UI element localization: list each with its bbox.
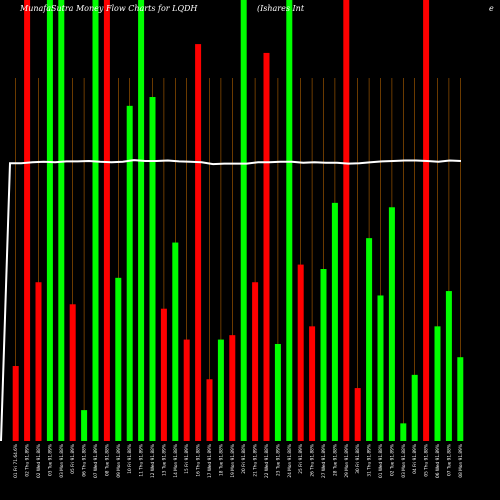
bar-37 — [423, 0, 430, 441]
bar-7 — [81, 410, 88, 441]
x-tick-label: 27 Wed 91.89% — [321, 444, 327, 478]
bar-9 — [103, 0, 110, 441]
bar-2 — [24, 0, 31, 441]
x-tick-label: 07 Wed 91.89% — [93, 444, 99, 478]
chart-title: MunafaSutra Money Flow Charts for LQDH — [19, 4, 198, 13]
bar-33 — [377, 295, 384, 441]
bar-40 — [457, 357, 464, 441]
bar-8 — [92, 0, 99, 441]
bar-18 — [206, 379, 213, 441]
x-tick-label: 24 Mon 91.88% — [287, 444, 293, 478]
bar-26 — [297, 264, 304, 441]
x-tick-label: 05 Thu 91.88% — [424, 444, 430, 477]
chart-title-trailing: e — [489, 4, 494, 13]
chart-title-ticker-name: (Ishares Int — [257, 4, 305, 13]
bar-5 — [58, 0, 65, 441]
bar-30 — [343, 0, 350, 441]
bar-13 — [149, 97, 156, 442]
overlay-line — [0, 159, 462, 442]
bar-31 — [354, 388, 361, 441]
bar-35 — [400, 423, 407, 441]
bar-1 — [12, 366, 19, 441]
x-tick-label: 01 Fri 71.64.6% — [13, 444, 19, 478]
x-tick-label: 03 Mon 91.88% — [59, 444, 65, 478]
x-tick-label: 12 Wed 91.88% — [150, 444, 156, 478]
bar-21 — [240, 0, 247, 441]
x-tick-label: 01 Wed 91.88% — [378, 444, 384, 478]
x-tick-label: 30 Fri 91.88% — [355, 444, 361, 474]
x-tick-label: 28 Tue 91.88% — [332, 444, 338, 476]
bar-32 — [366, 238, 373, 441]
x-tick-label: 22 Wed 91.88% — [264, 444, 270, 478]
bar-17 — [195, 44, 202, 441]
x-tick-label: 15 Fri 91.89% — [184, 444, 190, 474]
bar-27 — [309, 326, 316, 441]
x-tick-label: 05 Fri 91.89% — [70, 444, 76, 474]
x-tick-label: 29 Mon 91.89% — [344, 444, 350, 478]
x-tick-label: 13 Tue 91.89% — [161, 444, 167, 476]
bar-14 — [160, 308, 167, 441]
x-tick-label: 02 Wed 91.88% — [36, 444, 42, 478]
x-tick-label: 26 Thu 91.88% — [310, 444, 316, 477]
x-tick-label: 09 Mon 91.89% — [116, 444, 122, 478]
bar-38 — [434, 326, 441, 441]
x-tick-label: 23 Tue 91.89% — [275, 444, 281, 476]
bar-23 — [263, 52, 270, 442]
x-tick-label: 06 Wed 91.89% — [435, 444, 441, 478]
bar-22 — [252, 282, 259, 441]
x-tick-label: 17 Wed 91.89% — [207, 444, 213, 478]
bar-16 — [183, 339, 190, 441]
x-tick-label: 02 Tue 91.89% — [389, 444, 395, 476]
x-tick-label: 16 Thu 91.88% — [196, 444, 202, 477]
x-tick-label: 02 Thu 91.89% — [25, 444, 31, 477]
x-tick-label: 25 Fri 91.89% — [298, 444, 304, 474]
x-tick-label: 14 Mon 91.88% — [173, 444, 179, 478]
bar-10 — [115, 277, 122, 441]
x-tick-label: 10 Fri 91.88% — [127, 444, 133, 474]
bar-3 — [35, 282, 42, 441]
bar-4 — [46, 0, 53, 441]
bar-6 — [69, 304, 76, 441]
bar-29 — [331, 202, 338, 441]
x-tick-label: 06 Thu 91.88% — [82, 444, 88, 477]
bar-36 — [411, 374, 418, 441]
bar-24 — [274, 343, 281, 441]
x-tick-label: 18 Tue 91.88% — [218, 444, 224, 476]
x-tick-label: 03 Tue 91.89% — [47, 444, 53, 476]
bar-series — [12, 0, 464, 442]
x-tick-label: 20 Fri 91.88% — [241, 444, 247, 474]
bar-25 — [286, 0, 293, 441]
x-tick-labels: 01 Fri 71.64.6% 02 Thu 91.89% 02 Wed 91.88… — [13, 444, 464, 478]
x-tick-label: 31 Thu 91.89% — [367, 444, 373, 477]
bar-11 — [126, 105, 133, 441]
bar-19 — [217, 339, 224, 441]
bar-15 — [172, 242, 179, 441]
x-tick-label: 07 Tue 91.88% — [446, 444, 452, 476]
x-tick-label: 08 Mon 91.89% — [458, 444, 464, 478]
x-tick-label: 08 Tue 91.88% — [104, 444, 110, 476]
x-tick-label: 03 Mon 91.88% — [401, 444, 407, 478]
x-tick-label: 21 Thu 91.89% — [253, 444, 259, 477]
bar-39 — [445, 291, 452, 441]
x-tick-label: 04 Fri 91.89% — [412, 444, 418, 474]
x-tick-label: 11 Thu 91.89% — [139, 444, 145, 477]
bar-28 — [320, 269, 327, 441]
bar-12 — [138, 0, 145, 441]
x-tick-label: 19 Mon 91.89% — [230, 444, 236, 478]
bar-20 — [229, 335, 236, 441]
bar-34 — [388, 207, 395, 441]
